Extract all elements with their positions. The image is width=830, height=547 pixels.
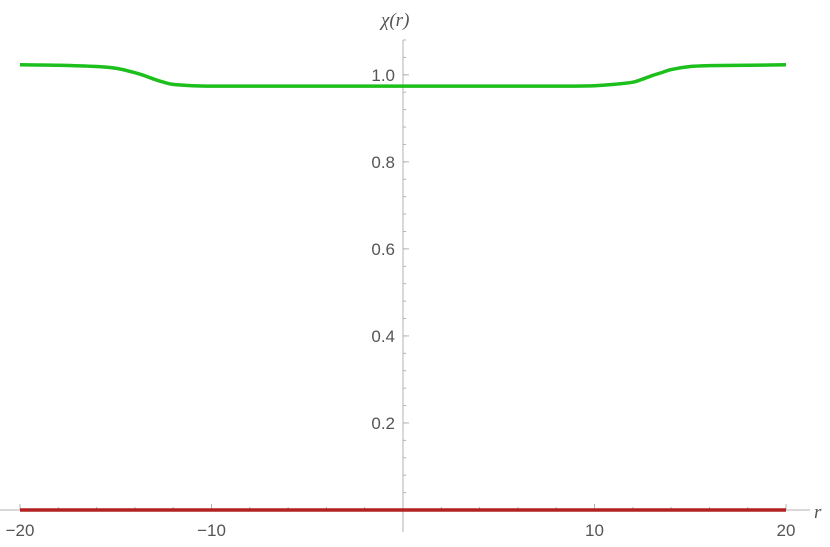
y-tick-labels: 0.2 0.4 0.6 0.8 1.0 <box>371 66 395 433</box>
y-tick-label: 1.0 <box>371 66 395 85</box>
major-ticks <box>19 74 787 510</box>
x-tick-label: 10 <box>585 521 604 540</box>
x-tick-label: 20 <box>777 521 796 540</box>
x-tick-label: −10 <box>197 521 226 540</box>
x-tick-labels: −20 −10 10 20 <box>6 521 796 540</box>
x-axis-label: r <box>814 502 822 523</box>
y-tick-label: 0.8 <box>371 153 395 172</box>
y-axis-label: χ(r) <box>379 10 409 31</box>
x-tick-label: −20 <box>6 521 35 540</box>
series-layer <box>19 63 787 512</box>
y-tick-label: 0.4 <box>371 327 395 346</box>
y-tick-label: 0.6 <box>371 240 395 259</box>
y-tick-label: 0.2 <box>371 414 395 433</box>
series-line-1 <box>19 63 787 88</box>
